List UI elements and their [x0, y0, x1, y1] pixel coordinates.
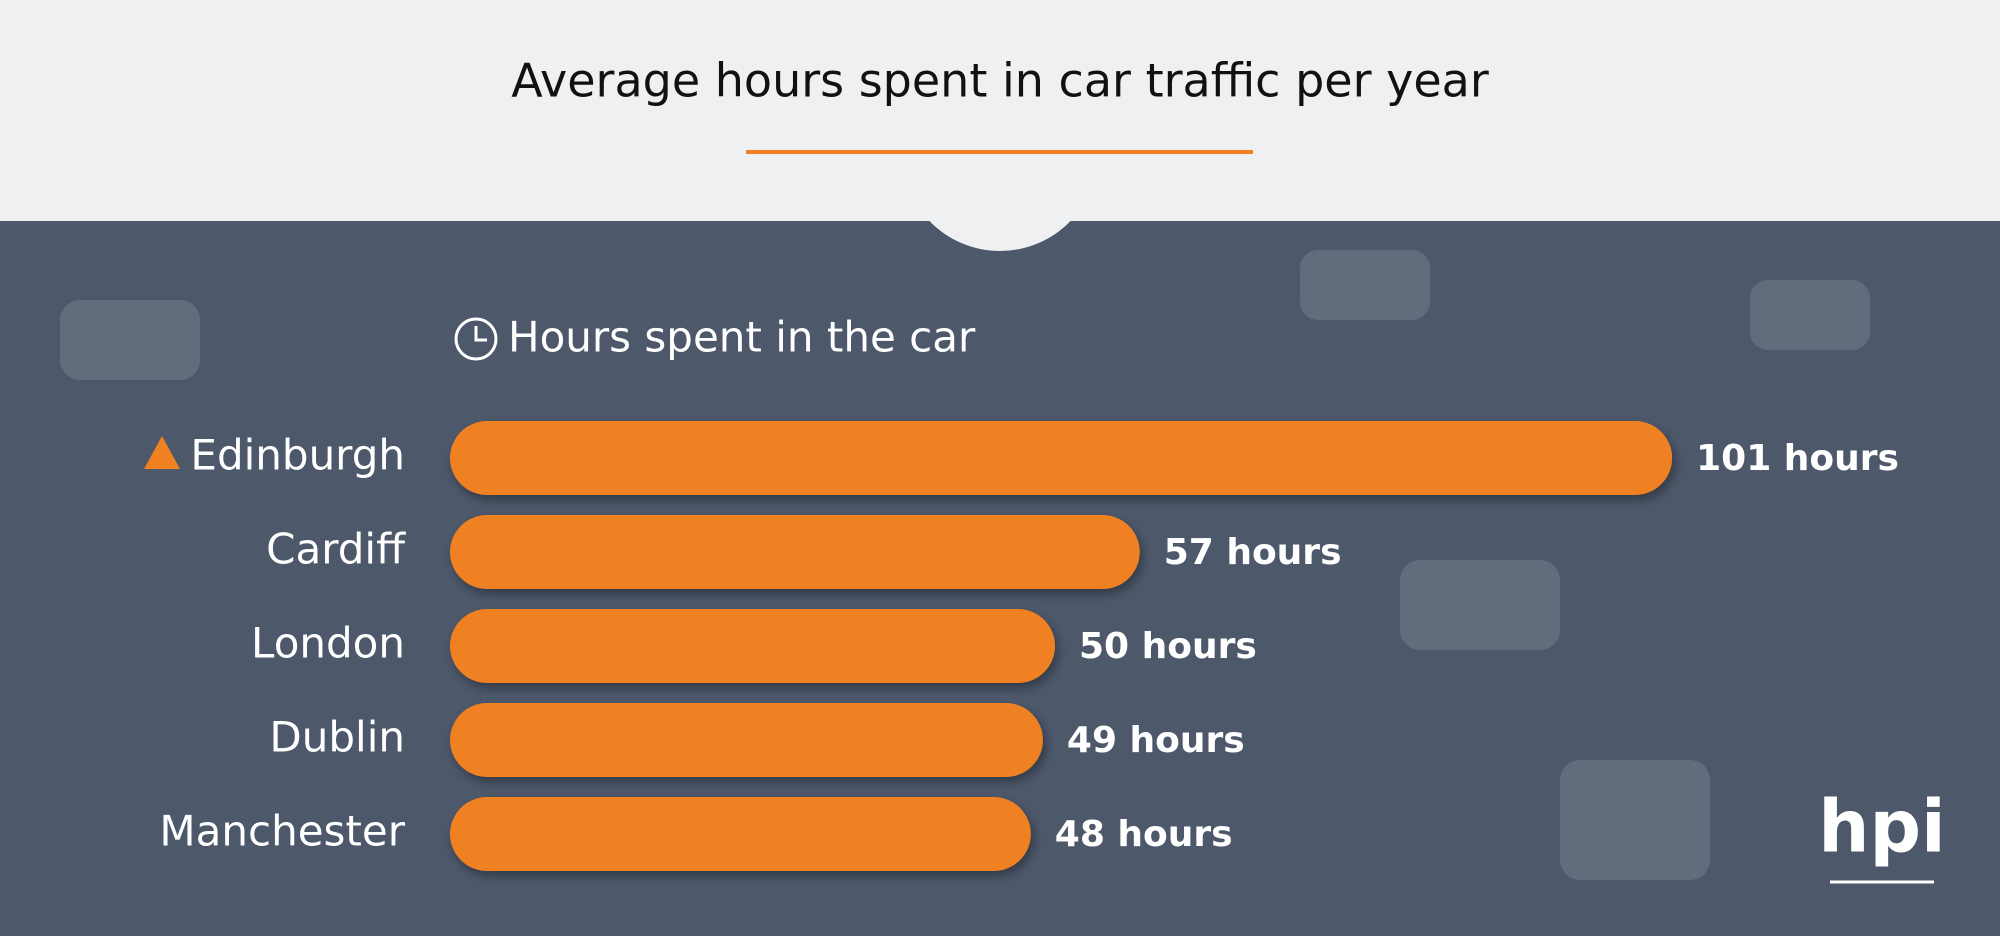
- chart-subtitle: Hours spent in the car: [508, 313, 976, 362]
- traffic-texture: [60, 250, 1870, 880]
- value-label: 101 hours: [1696, 438, 1899, 479]
- category-label: Dublin: [269, 713, 405, 762]
- value-label: 50 hours: [1079, 626, 1257, 667]
- value-label: 57 hours: [1164, 532, 1342, 573]
- bar: [450, 421, 1673, 495]
- bar: [450, 797, 1031, 871]
- bar: [450, 609, 1055, 683]
- logo-text: hpi: [1818, 785, 1945, 869]
- bar: [450, 703, 1043, 777]
- clock-icon: [454, 317, 498, 361]
- value-label: 48 hours: [1055, 814, 1233, 855]
- chart-title: Average hours spent in car traffic per y…: [511, 54, 1489, 108]
- category-label: London: [251, 619, 405, 668]
- logo: hpi: [1818, 785, 1946, 884]
- category-label: Cardiff: [266, 525, 406, 574]
- category-label: Edinburgh: [190, 431, 405, 480]
- category-label: Manchester: [159, 807, 405, 856]
- warning-icon: [144, 436, 180, 469]
- value-label: 49 hours: [1067, 720, 1245, 761]
- bar: [450, 515, 1140, 589]
